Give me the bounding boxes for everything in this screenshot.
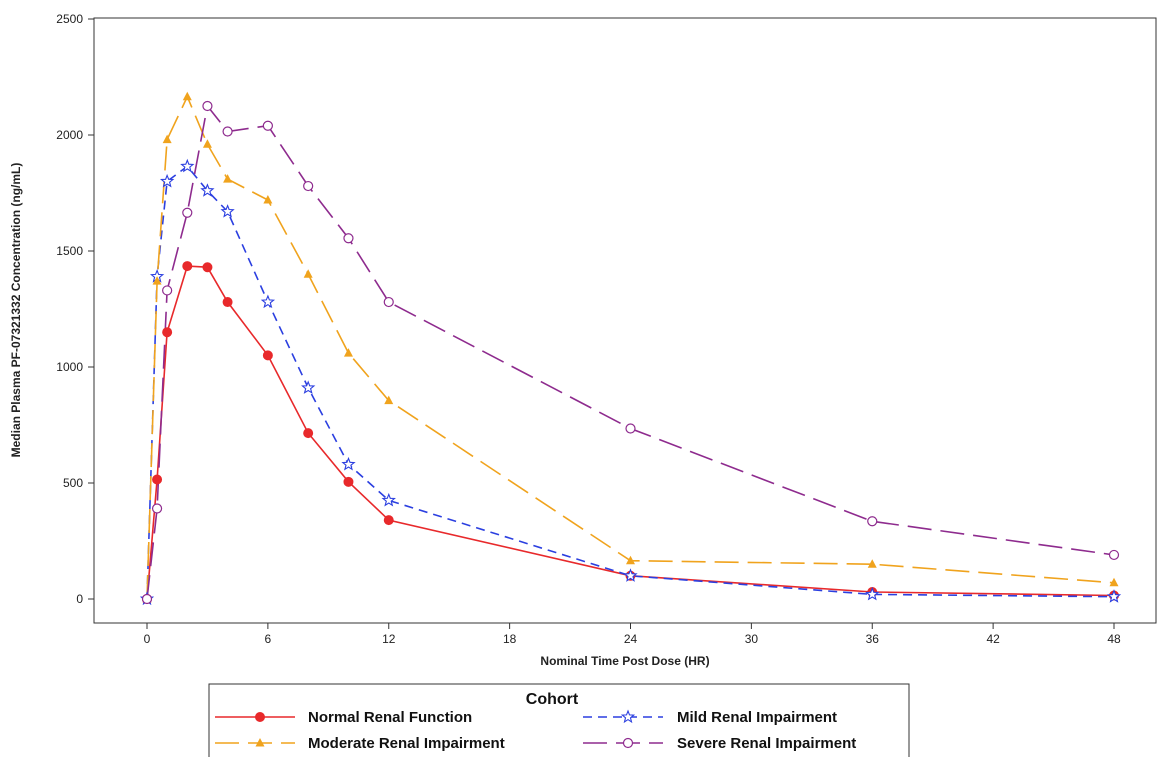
data-point — [1109, 577, 1119, 587]
legend-marker — [620, 709, 636, 724]
data-point — [182, 207, 193, 218]
data-point — [301, 380, 316, 394]
y-tick-label: 2500 — [56, 12, 83, 26]
data-point — [222, 126, 233, 137]
data-point — [220, 204, 235, 218]
data-point — [182, 261, 193, 272]
data-point — [162, 327, 173, 338]
data-point — [383, 515, 394, 526]
data-point — [303, 180, 314, 192]
y-axis: 0 500 1000 1500 2000 2500 — [56, 12, 94, 606]
data-point — [202, 139, 212, 148]
data-point — [182, 91, 192, 101]
data-point — [343, 348, 353, 357]
data-point — [865, 586, 880, 601]
data-point — [867, 559, 877, 568]
data-point — [303, 269, 313, 278]
data-point — [202, 262, 213, 273]
plot-frame — [93, 17, 1157, 624]
data-point — [1108, 549, 1120, 561]
data-point — [626, 555, 635, 565]
data-point — [867, 516, 878, 527]
x-tick-label: 18 — [503, 632, 517, 646]
legend-marker — [255, 712, 265, 722]
data-point — [202, 100, 213, 112]
y-tick-label: 500 — [63, 476, 83, 490]
series-lines — [146, 94, 1115, 600]
x-tick-label: 12 — [382, 632, 396, 646]
data-point — [343, 476, 354, 487]
data-point — [162, 285, 173, 296]
data-point — [180, 158, 195, 173]
x-tick-label: 6 — [265, 632, 272, 646]
data-point — [222, 297, 233, 308]
legend-label: Normal Renal Function — [308, 709, 472, 726]
legend-title: Cohort — [526, 691, 579, 708]
x-axis-title: Nominal Time Post Dose (HR) — [540, 654, 709, 668]
data-point — [162, 134, 172, 144]
data-point — [625, 423, 636, 434]
data-point — [383, 296, 394, 308]
data-point — [159, 173, 175, 188]
data-point — [263, 194, 273, 204]
y-tick-label: 0 — [76, 592, 83, 606]
x-axis: 0 6 12 18 24 30 36 42 48 — [144, 623, 1121, 646]
data-point — [623, 568, 638, 582]
x-tick-label: 36 — [866, 632, 880, 646]
x-tick-label: 30 — [745, 632, 759, 646]
data-point — [303, 428, 314, 439]
y-tick-label: 1000 — [56, 360, 83, 374]
data-point — [223, 174, 233, 183]
y-axis-title: Median Plasma PF-07321332 Concentration … — [9, 163, 23, 458]
legend-box — [208, 683, 910, 757]
y-tick-label: 2000 — [56, 128, 83, 142]
legend-label: Moderate Renal Impairment — [308, 735, 505, 752]
data-point — [262, 350, 273, 361]
legend-label: Severe Renal Impairment — [677, 735, 856, 752]
data-point — [384, 395, 394, 405]
data-point — [260, 294, 276, 309]
data-point — [262, 120, 273, 131]
data-point — [152, 276, 162, 285]
legend-marker — [255, 738, 265, 747]
legend: Cohort Normal Renal Function Mild Renal I… — [208, 683, 910, 757]
data-point — [381, 492, 396, 507]
legend-label: Mild Renal Impairment — [677, 709, 837, 726]
data-point — [343, 233, 354, 244]
x-tick-label: 48 — [1107, 632, 1121, 646]
series-line-2 — [146, 165, 1115, 600]
x-tick-label: 0 — [144, 632, 151, 646]
series-line-4 — [146, 104, 1115, 600]
x-tick-label: 24 — [624, 632, 638, 646]
y-tick-label: 1500 — [56, 244, 83, 258]
data-point — [152, 474, 163, 485]
x-tick-label: 42 — [986, 632, 1000, 646]
data-point — [200, 183, 215, 197]
legend-marker — [622, 737, 634, 749]
data-point — [141, 593, 153, 605]
data-point — [151, 503, 163, 514]
data-point — [341, 456, 356, 471]
series-markers — [139, 91, 1122, 606]
series-line-3 — [146, 94, 1115, 600]
data-point — [1106, 589, 1122, 603]
